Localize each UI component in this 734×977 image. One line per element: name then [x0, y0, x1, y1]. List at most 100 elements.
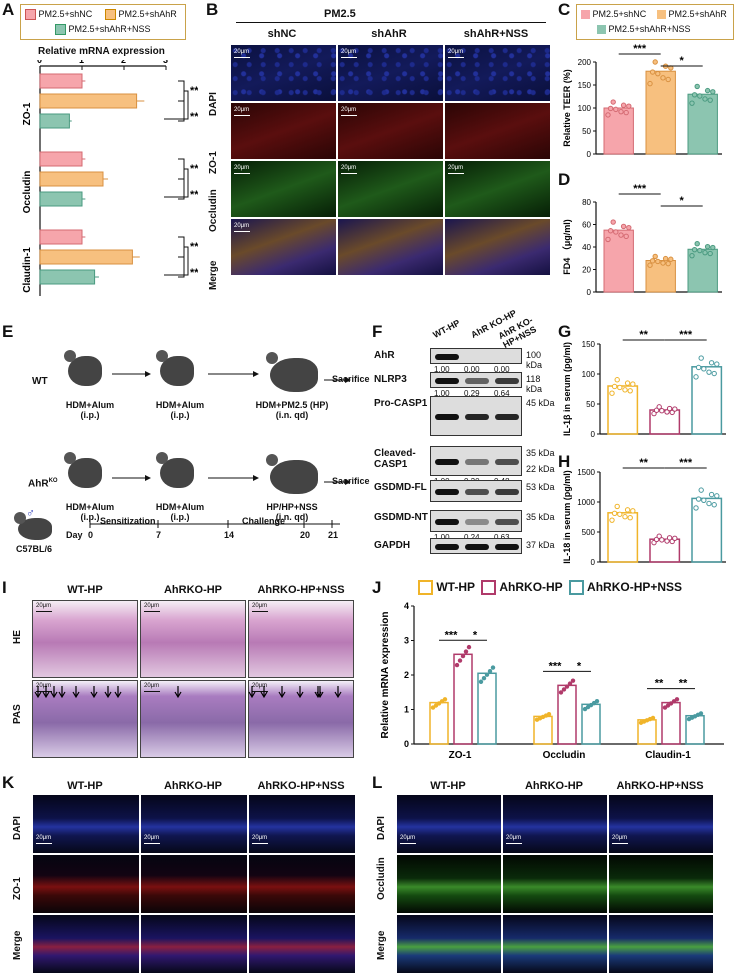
bar	[39, 229, 83, 245]
legend-c-item-3: PM2.5+shAhR+NSS	[597, 24, 691, 35]
scale-bar: 20μm	[506, 835, 523, 844]
f-quant: 0.00	[494, 365, 510, 374]
micrograph: 20μm	[502, 794, 608, 854]
data-point	[561, 687, 567, 692]
micrograph: 20μm	[444, 44, 551, 102]
legend-a-item-1: PM2.5+shNC	[25, 9, 93, 21]
legend-j-swatch-2	[481, 580, 497, 596]
y-axis-label: Relative mRNA expression	[380, 612, 391, 739]
panel-j: WT-HP AhRKO-HP AhRKO-HP+NSS 0 1 2 3 4 Relativ…	[374, 580, 734, 772]
k-grid-row-label-1: ZO-1	[12, 877, 23, 900]
f-row-kda2: 22 kDa	[526, 464, 555, 474]
significance-bracket	[164, 80, 189, 122]
f-quant: 0.24	[464, 533, 480, 542]
panel-b-col-3: shAhR+NSS	[463, 28, 529, 40]
western-blot	[430, 396, 522, 436]
significance-marker: ***	[633, 43, 647, 55]
blot-band	[495, 519, 519, 525]
blot-band	[495, 544, 519, 550]
f-col-1: WT-HP	[431, 317, 462, 340]
bar	[649, 409, 681, 435]
arrow-icon	[316, 686, 324, 699]
significance-bracket	[164, 158, 189, 200]
significance-marker: *	[680, 195, 685, 207]
data-point	[564, 684, 570, 689]
data-point	[627, 515, 633, 521]
e-ko-step3-a: HP/HP+NSS	[266, 502, 318, 512]
data-point	[714, 493, 720, 499]
data-point	[614, 503, 620, 510]
l-col-3: AhRKO-HP+NSS	[616, 780, 704, 792]
e-wt-step1-b: (i.p.)	[80, 410, 100, 420]
data-point	[706, 500, 712, 507]
data-point	[704, 87, 711, 94]
tick-label: 1000	[577, 498, 595, 507]
e-wt-step1: HDM+Alum (i.p.)	[58, 400, 122, 420]
legend-j-label-3: AhRKO-HP+NSS	[587, 580, 683, 594]
blot-band	[465, 414, 489, 420]
arrow-icon	[248, 686, 256, 699]
data-point	[714, 361, 720, 367]
histology-image: 20μm	[140, 680, 246, 758]
blot-band	[465, 459, 489, 465]
data-point	[665, 76, 671, 83]
tick-label: 20	[582, 266, 591, 275]
significance-marker: ***	[679, 458, 693, 469]
mouse-icon	[266, 352, 318, 392]
e-ko-step1: HDM+Alum (i.p.)	[58, 502, 122, 522]
data-point	[442, 697, 448, 702]
scale-bar: 20μm	[252, 603, 269, 612]
legend-a-label-1: PM2.5+shNC	[38, 9, 93, 19]
e-ko-step2-b: (i.p.)	[170, 512, 190, 522]
b-row-label-3: Merge	[208, 260, 219, 290]
arrow-icon	[260, 686, 268, 699]
category-label: Claudin-1	[22, 247, 33, 293]
b-row-label-1: ZO-1	[208, 151, 219, 174]
panel-b-header-rule	[236, 22, 546, 23]
e-day-label: Day	[66, 530, 83, 540]
blot-band	[465, 489, 489, 495]
panel-label-l: L	[372, 773, 383, 792]
f-row-kda: 35 kDa	[526, 448, 555, 458]
data-point	[650, 715, 656, 721]
bar	[39, 151, 83, 167]
western-blot	[430, 446, 522, 476]
data-point	[702, 249, 708, 256]
blot-band	[435, 489, 459, 495]
panel-label-b: B	[206, 0, 219, 19]
significance-marker: **	[655, 678, 664, 690]
significance-marker: **	[639, 458, 648, 469]
data-point	[624, 507, 631, 513]
data-point	[708, 360, 715, 366]
scale-bar: 20μm	[36, 603, 53, 612]
panel-l: WT-HP AhRKO-HP AhRKO-HP+NSS DAPI 20μm 20μm…	[374, 776, 734, 976]
arrow-icon	[104, 686, 112, 699]
data-point	[567, 681, 573, 686]
western-blot	[430, 480, 522, 502]
significance-marker: ***	[445, 629, 459, 641]
micrograph	[248, 914, 356, 974]
data-point	[622, 387, 628, 393]
tick-label: 0	[37, 60, 42, 65]
significance-marker: **	[190, 85, 198, 97]
micrograph	[608, 854, 714, 914]
data-point	[613, 229, 619, 235]
chart-a-svg: 0 1 2 3 ZO-1 ** ** Occludin ** ** Claudin-1 ** **	[22, 60, 198, 296]
micrograph	[32, 914, 140, 974]
panel-g: 0 50 100 150 IL-1β in serum (pg/ml) ** ***	[560, 330, 734, 452]
data-point	[617, 384, 623, 391]
scale-bar: 20μm	[400, 835, 417, 844]
data-point	[490, 665, 496, 670]
data-point	[706, 369, 712, 375]
data-point	[664, 409, 670, 415]
bar	[687, 248, 718, 293]
e-wt-step2-a: HDM+Alum	[155, 400, 205, 410]
tick-label: 40	[582, 243, 591, 252]
data-point	[694, 83, 700, 90]
y-axis-label: IL-1β in serum (pg/ml)	[562, 342, 572, 436]
data-point	[614, 377, 620, 383]
panel-label-i: I	[2, 578, 7, 597]
data-point	[647, 262, 653, 268]
blot-band	[495, 459, 519, 465]
data-point	[649, 69, 656, 75]
